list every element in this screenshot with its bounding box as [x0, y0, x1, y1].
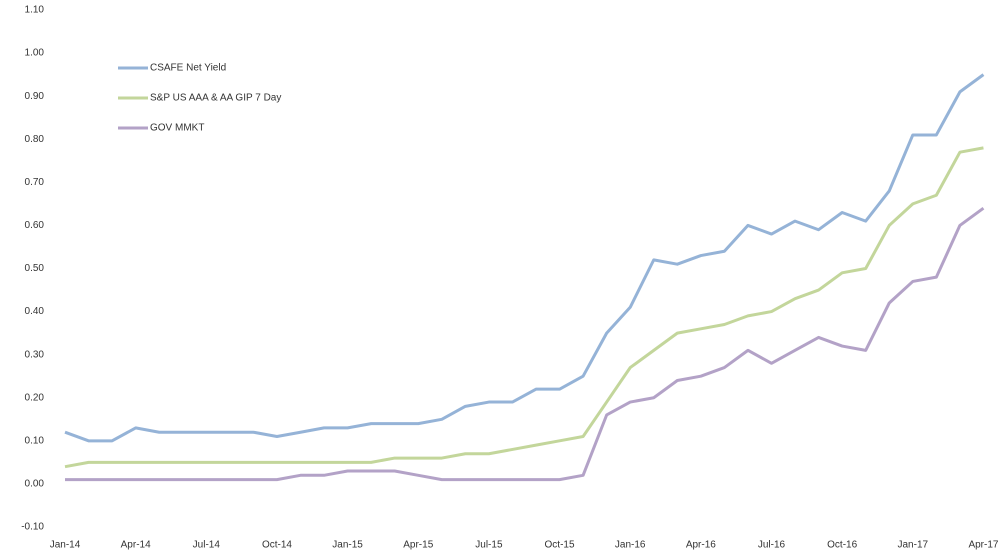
y-tick-label: 0.00: [25, 479, 45, 490]
series-line: [65, 206, 985, 482]
x-tick-label: Apr-14: [121, 540, 151, 551]
y-tick-label: 0.30: [25, 349, 45, 360]
x-tick-label: Oct-14: [262, 540, 292, 551]
x-tick-label: Oct-15: [545, 540, 575, 551]
y-tick-label: 0.90: [25, 91, 45, 102]
y-tick-label: 0.10: [25, 435, 45, 446]
y-tick-label: 0.80: [25, 134, 45, 145]
x-tick-label: Oct-16: [827, 540, 857, 551]
x-tick-label: Jan-14: [50, 540, 81, 551]
y-tick-label: -0.10: [21, 522, 44, 533]
legend-label: S&P US AAA & AA GIP 7 Day: [150, 93, 281, 104]
y-tick-label: 0.50: [25, 263, 45, 274]
legend-label: GOV MMKT: [150, 123, 204, 134]
x-tick-label: Jan-16: [615, 540, 646, 551]
x-tick-label: Jul-14: [193, 540, 221, 551]
legend-label: CSAFE Net Yield: [150, 63, 226, 74]
x-tick-label: Apr-15: [403, 540, 433, 551]
x-tick-label: Jan-17: [898, 540, 929, 551]
y-tick-label: 0.20: [25, 392, 45, 403]
y-tick-label: 0.70: [25, 177, 45, 188]
series-line: [64, 73, 985, 443]
x-tick-label: Apr-17: [968, 540, 998, 551]
y-tick-label: 0.40: [25, 306, 45, 317]
x-tick-label: Jul-15: [475, 540, 503, 551]
series-line: [64, 146, 984, 469]
y-tick-label: 1.00: [25, 48, 45, 59]
y-tick-label: 1.10: [25, 5, 45, 16]
x-tick-label: Jan-15: [332, 540, 363, 551]
x-tick-label: Apr-16: [686, 540, 716, 551]
x-tick-label: Jul-16: [758, 540, 786, 551]
y-tick-label: 0.60: [25, 220, 45, 231]
